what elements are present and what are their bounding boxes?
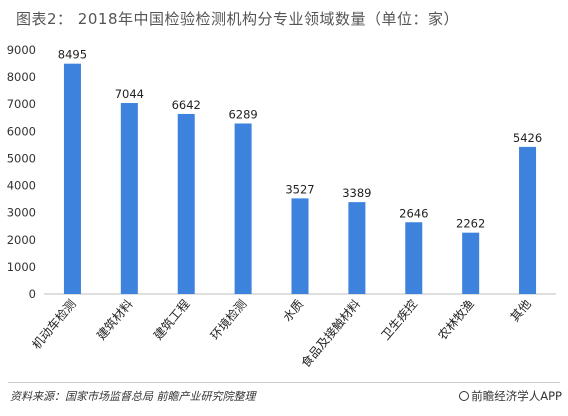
y-tick-label: 7000 bbox=[7, 97, 36, 111]
x-tick-label: 环境检测 bbox=[207, 296, 249, 342]
bar bbox=[462, 232, 480, 294]
x-tick-label: 其他 bbox=[508, 297, 534, 324]
bar bbox=[291, 198, 309, 294]
bar bbox=[348, 202, 366, 294]
x-tick-label: 建筑材料 bbox=[93, 296, 135, 342]
data-label: 6289 bbox=[228, 107, 257, 121]
data-label: 3389 bbox=[342, 186, 371, 200]
bar bbox=[234, 123, 252, 294]
bar bbox=[405, 222, 423, 294]
brand-label: 前瞻经济学人APP bbox=[459, 388, 562, 404]
bar bbox=[519, 146, 537, 294]
x-tick-label: 机动车检测 bbox=[29, 296, 79, 352]
data-label: 3527 bbox=[285, 182, 314, 196]
data-label: 6642 bbox=[172, 98, 201, 112]
x-tick-label: 农林牧渔 bbox=[435, 297, 477, 343]
y-tick-label: 6000 bbox=[7, 124, 36, 138]
data-label: 2646 bbox=[399, 206, 428, 220]
x-tick-label: 建筑工程 bbox=[150, 296, 192, 342]
y-tick-label: 0 bbox=[29, 287, 36, 301]
bar bbox=[120, 103, 138, 295]
x-tick-label: 食品及接触材料 bbox=[298, 296, 363, 370]
y-tick-label: 8000 bbox=[7, 70, 36, 84]
source-note: 资料来源：国家市场监督总局 前瞻产业研究院整理 bbox=[10, 390, 256, 403]
brand-logo-icon bbox=[459, 391, 470, 401]
bar bbox=[63, 63, 81, 294]
data-label: 5426 bbox=[513, 131, 542, 145]
data-label: 2262 bbox=[456, 217, 485, 231]
footer-divider bbox=[8, 382, 560, 383]
x-tick-label: 卫生疾控 bbox=[378, 296, 420, 342]
y-tick-label: 1000 bbox=[7, 260, 36, 274]
y-tick-label: 3000 bbox=[7, 206, 36, 220]
x-tick-label: 水质 bbox=[280, 297, 306, 324]
data-label: 7044 bbox=[115, 87, 144, 101]
data-label: 8495 bbox=[58, 48, 87, 62]
bar bbox=[177, 113, 195, 294]
y-tick-label: 4000 bbox=[7, 179, 36, 193]
bar-chart: 0 1000 2000 3000 4000 5000 6000 7000 8000 9000 849… bbox=[7, 43, 556, 370]
y-tick-label: 9000 bbox=[7, 43, 36, 57]
brand-text: 前瞻经济学人APP bbox=[471, 389, 562, 403]
chart-title: 图表2： 2018年中国检验检测机构分专业领域数量（单位：家） bbox=[16, 10, 459, 28]
y-tick-label: 5000 bbox=[7, 151, 36, 165]
y-tick-label: 2000 bbox=[7, 233, 36, 247]
